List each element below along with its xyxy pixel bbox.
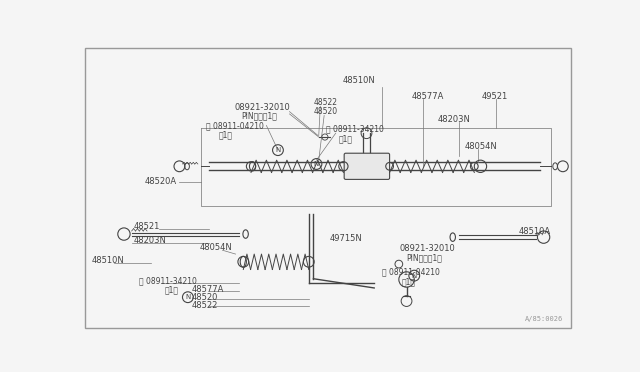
FancyBboxPatch shape <box>344 153 390 179</box>
Text: 48520A: 48520A <box>145 177 177 186</box>
Text: A/85:0026: A/85:0026 <box>525 316 563 322</box>
Text: 〚1〛: 〚1〛 <box>339 134 353 143</box>
Text: 48203N: 48203N <box>437 115 470 124</box>
Text: Ⓝ 08911-04210: Ⓝ 08911-04210 <box>382 267 440 276</box>
Text: 48054N: 48054N <box>200 243 232 251</box>
Text: 48522: 48522 <box>314 98 337 107</box>
Text: 48522: 48522 <box>192 301 218 310</box>
Text: 49715N: 49715N <box>330 234 362 243</box>
Text: 48520: 48520 <box>314 107 337 116</box>
Text: 48054N: 48054N <box>465 142 498 151</box>
Text: N: N <box>275 147 280 153</box>
Text: 08921-32010: 08921-32010 <box>234 103 290 112</box>
Text: Ⓝ 08911-04210: Ⓝ 08911-04210 <box>206 121 264 130</box>
Text: 48203N: 48203N <box>133 236 166 245</box>
Text: PINビン〈1〉: PINビン〈1〉 <box>241 112 277 121</box>
Text: 48510N: 48510N <box>342 76 375 85</box>
Text: 48520: 48520 <box>192 293 218 302</box>
Text: N: N <box>412 273 417 279</box>
Text: 48577A: 48577A <box>411 92 444 101</box>
Text: 48510N: 48510N <box>92 256 124 265</box>
Text: 49521: 49521 <box>482 92 508 101</box>
Text: Ⓝ 08911-34210: Ⓝ 08911-34210 <box>140 276 197 286</box>
Text: 48521: 48521 <box>133 222 159 231</box>
Text: 〚1〛: 〚1〛 <box>164 286 179 295</box>
Text: 48577A: 48577A <box>192 285 224 294</box>
Text: 〚1〛: 〚1〛 <box>401 277 415 286</box>
Text: N: N <box>185 294 191 300</box>
Text: Ⓝ 08911-34210: Ⓝ 08911-34210 <box>326 125 385 134</box>
Text: PINビン〈1〉: PINビン〈1〉 <box>406 253 442 262</box>
Text: 08921-32010: 08921-32010 <box>399 244 456 253</box>
Text: 48510A: 48510A <box>519 227 551 236</box>
Text: 〚1〛: 〚1〛 <box>219 130 233 139</box>
Text: N: N <box>314 161 319 167</box>
